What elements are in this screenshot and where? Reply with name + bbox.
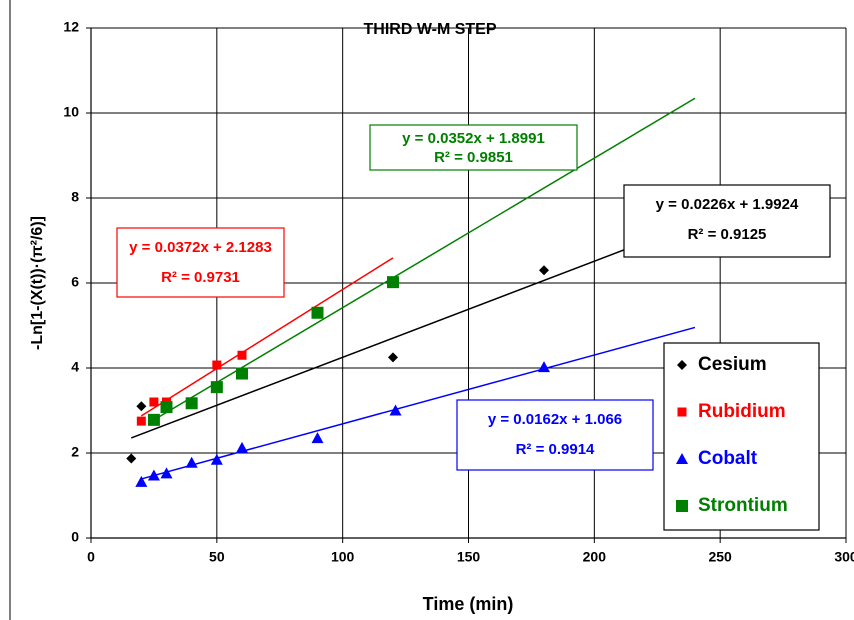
y-axis-title: -Ln[1-(X(t))·(π²/6)] bbox=[29, 216, 46, 350]
y-tick-label: 10 bbox=[63, 104, 79, 120]
x-tick-label: 100 bbox=[331, 549, 355, 565]
y-tick-label: 0 bbox=[71, 529, 79, 545]
x-tick-label: 200 bbox=[583, 549, 607, 565]
marker bbox=[311, 432, 324, 444]
legend-label: Cobalt bbox=[698, 448, 758, 469]
y-tick-label: 6 bbox=[71, 274, 79, 290]
marker bbox=[539, 265, 549, 276]
equation-box bbox=[116, 227, 285, 298]
x-tick-label: 50 bbox=[209, 549, 225, 565]
marker bbox=[677, 407, 687, 417]
y-tick-label: 8 bbox=[71, 189, 79, 205]
marker bbox=[677, 360, 687, 370]
marker bbox=[135, 475, 148, 487]
marker bbox=[185, 456, 198, 468]
marker bbox=[676, 453, 688, 464]
legend-box bbox=[663, 342, 820, 531]
marker bbox=[160, 401, 173, 414]
marker bbox=[388, 352, 398, 363]
legend-label: Strontium bbox=[698, 495, 788, 516]
marker bbox=[237, 350, 247, 360]
r-squared-label: R² = 0.9914 bbox=[516, 441, 595, 458]
trendline-equation: y = 0.0372x + 2.1283 bbox=[129, 239, 272, 256]
r-squared-label: R² = 0.9731 bbox=[161, 269, 240, 286]
y-tick-label: 12 bbox=[63, 19, 79, 35]
trendline-equation: y = 0.0226x + 1.9924 bbox=[656, 196, 799, 213]
chart-title: THIRD W-M STEP bbox=[364, 21, 497, 38]
trendline-equation: y = 0.0162x + 1.066 bbox=[488, 411, 622, 428]
marker bbox=[212, 360, 222, 370]
marker bbox=[147, 469, 160, 481]
marker bbox=[387, 276, 399, 289]
trendline bbox=[141, 326, 696, 480]
legend-label: Cesium bbox=[698, 354, 767, 375]
marker bbox=[185, 397, 198, 410]
trendline-equation: y = 0.0352x + 1.8991 bbox=[402, 130, 545, 147]
marker bbox=[147, 413, 160, 426]
trendline bbox=[140, 257, 394, 417]
x-axis-title: Time (min) bbox=[423, 594, 514, 614]
trendline bbox=[130, 222, 696, 439]
equation-box bbox=[623, 184, 831, 258]
x-tick-label: 0 bbox=[87, 549, 95, 565]
marker bbox=[389, 404, 402, 416]
marker bbox=[126, 453, 137, 464]
equation-box bbox=[456, 399, 654, 471]
legend-label: Rubidium bbox=[698, 401, 786, 422]
x-tick-label: 250 bbox=[708, 549, 732, 565]
equation-box bbox=[369, 124, 578, 171]
marker bbox=[160, 467, 173, 479]
x-tick-label: 300 bbox=[834, 549, 854, 565]
marker bbox=[210, 453, 223, 465]
y-tick-label: 4 bbox=[71, 359, 79, 375]
r-squared-label: R² = 0.9851 bbox=[434, 149, 513, 166]
marker bbox=[236, 441, 248, 453]
marker bbox=[149, 397, 159, 407]
x-tick-label: 150 bbox=[457, 549, 481, 565]
marker bbox=[676, 500, 688, 512]
r-squared-label: R² = 0.9125 bbox=[688, 226, 767, 243]
marker bbox=[136, 401, 147, 412]
marker bbox=[236, 367, 248, 380]
marker bbox=[538, 361, 550, 373]
marker bbox=[210, 381, 223, 394]
y-tick-label: 2 bbox=[71, 444, 79, 460]
trendline bbox=[153, 97, 696, 421]
marker bbox=[311, 306, 324, 319]
marker bbox=[136, 416, 146, 426]
